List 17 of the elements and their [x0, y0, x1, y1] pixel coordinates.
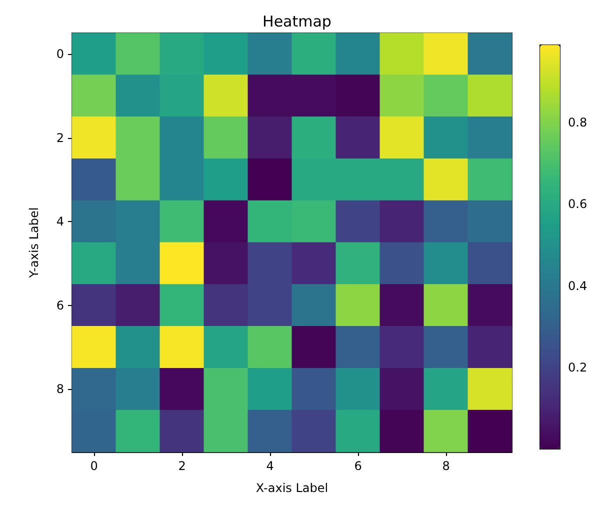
- x-axis-title: X-axis Label: [256, 481, 328, 495]
- x-tick-label: 8: [442, 459, 450, 473]
- y-axis-title: Y-axis Label: [27, 207, 41, 279]
- x-tick-label: 2: [178, 459, 186, 473]
- y-tick-label: 2: [56, 130, 64, 145]
- x-tick-label: 0: [90, 459, 98, 473]
- color-bar-label: 0.6: [568, 197, 588, 212]
- y-tick-label: 4: [56, 214, 64, 229]
- y-tick-label: 8: [56, 382, 64, 396]
- x-tick-label: 6: [354, 459, 362, 473]
- color-bar-label: 0.4: [568, 278, 588, 293]
- y-tick-label: 0: [56, 46, 64, 61]
- chart-title: Heatmap: [262, 12, 332, 30]
- x-tick-label: 4: [266, 459, 274, 473]
- color-bar-label: 0.2: [568, 360, 588, 374]
- y-tick-label: 6: [56, 298, 64, 312]
- color-bar-label: 0.8: [568, 116, 588, 130]
